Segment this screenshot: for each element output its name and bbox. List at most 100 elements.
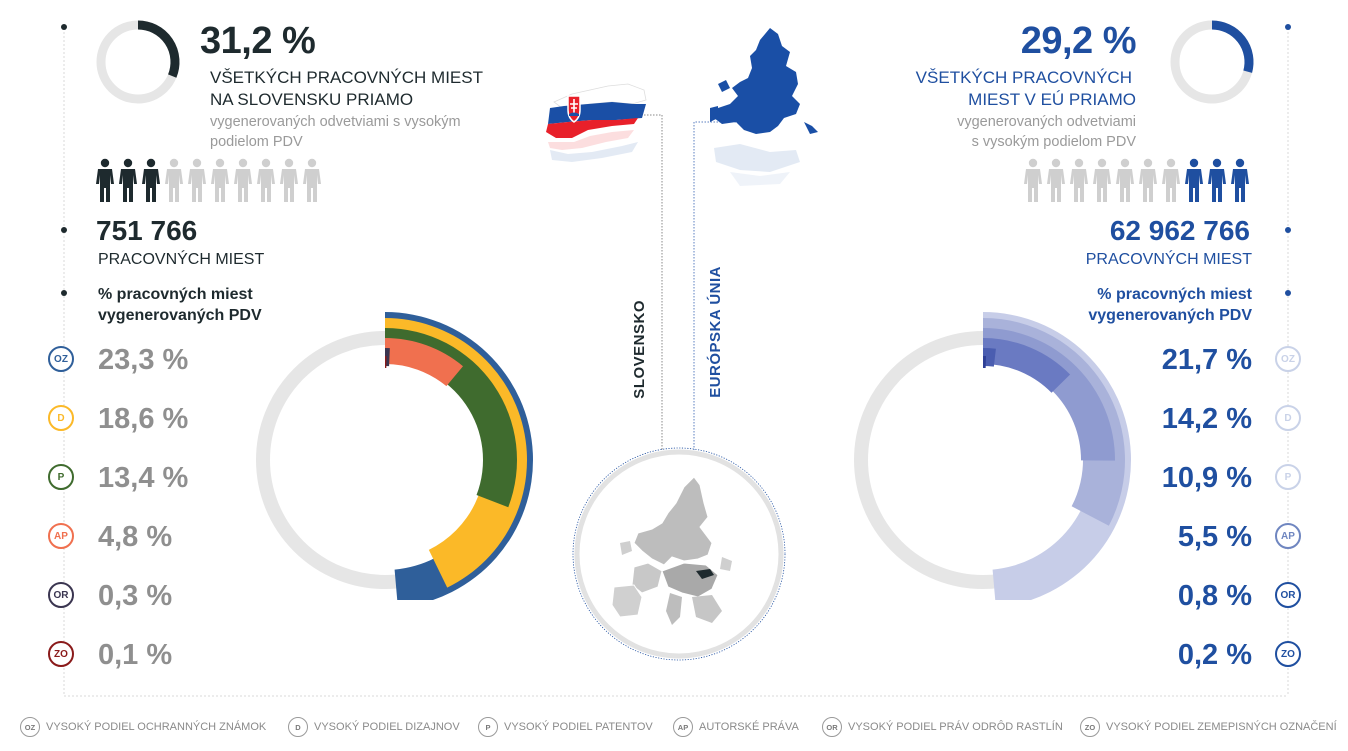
person-icon — [303, 158, 321, 202]
legend-label: VYSOKÝ PODIEL DIZAJNOV — [314, 721, 460, 733]
category-badge-p: P — [48, 464, 74, 490]
right-share-sub1: vygenerovaných odvetviami — [957, 114, 1136, 130]
radial-segment-ap — [385, 338, 464, 387]
category-value-zo: 0,1 % — [98, 639, 173, 671]
right-share-donut — [1170, 20, 1254, 104]
right-share-line1: VŠETKÝCH PRACOVNÝCH — [915, 68, 1132, 87]
eu-label: EURÓPSKA ÚNIA — [707, 266, 724, 398]
category-badge-p: P — [1275, 464, 1301, 490]
person-icon — [211, 158, 229, 202]
category-badge-d: D — [48, 405, 74, 431]
person-icon — [142, 158, 160, 202]
bullet-dot — [1285, 290, 1291, 296]
category-value-ap: 4,8 % — [98, 521, 173, 553]
legend-badge: D — [288, 717, 308, 737]
person-icon — [1093, 158, 1111, 202]
left-share-sub2: podielom PDV — [210, 134, 303, 150]
legend-item-oz: OZ VYSOKÝ PODIEL OCHRANNÝCH ZNÁMOK — [20, 717, 266, 737]
right-people-icons — [1022, 158, 1251, 202]
person-icon — [280, 158, 298, 202]
category-badge-or: OR — [1275, 582, 1301, 608]
person-icon — [188, 158, 206, 202]
person-icon — [1208, 158, 1226, 202]
radial-segment-zo — [983, 356, 987, 369]
legend-item-d: D VYSOKÝ PODIEL DIZAJNOV — [288, 717, 460, 737]
category-value-or: 0,3 % — [98, 580, 173, 612]
left-share-line1: VŠETKÝCH PRACOVNÝCH MIEST — [210, 68, 483, 87]
category-badge-or: OR — [48, 582, 74, 608]
bullet-dot — [1285, 227, 1291, 233]
category-value-p: 10,9 % — [1161, 462, 1252, 494]
right-jobs-number: 62 962 766 — [1109, 215, 1250, 246]
category-value-d: 14,2 % — [1161, 403, 1252, 435]
legend-label: VYSOKÝ PODIEL PRÁV ODRÔD RASTLÍN — [848, 721, 1063, 733]
left-jobs-unit: PRACOVNÝCH MIEST — [98, 251, 265, 268]
legend-badge: AP — [673, 717, 693, 737]
radial-segment-or — [983, 348, 996, 367]
person-icon — [1047, 158, 1065, 202]
legend-item-p: P VYSOKÝ PODIEL PATENTOV — [478, 717, 653, 737]
bullet-dot — [61, 24, 67, 30]
bullet-dot — [61, 290, 67, 296]
person-icon — [1024, 158, 1042, 202]
category-badge-zo: ZO — [1275, 641, 1301, 667]
person-icon — [1231, 158, 1249, 202]
category-badge-oz: OZ — [1275, 346, 1301, 372]
left-pct-heading2: vygenerovaných PDV — [98, 307, 262, 324]
person-icon — [119, 158, 137, 202]
slovakia-map — [546, 83, 647, 162]
legend-badge: ZO — [1080, 717, 1100, 737]
right-pct-heading2: vygenerovaných PDV — [1088, 307, 1252, 324]
person-icon — [1070, 158, 1088, 202]
category-badge-d: D — [1275, 405, 1301, 431]
radial-segment-d — [983, 318, 1125, 526]
radial-segment-zo — [385, 356, 387, 369]
person-icon — [1139, 158, 1157, 202]
legend-label: VYSOKÝ PODIEL ZEMEPISNÝCH OZNAČENÍ — [1106, 721, 1337, 733]
eu-map — [710, 28, 818, 186]
europe-locator-map — [572, 447, 786, 661]
left-radial-chart — [256, 312, 533, 600]
right-radial-chart — [854, 312, 1131, 600]
left-share-line2: NA SLOVENSKU PRIAMO — [210, 90, 414, 109]
person-icon — [234, 158, 252, 202]
legend-item-or: OR VYSOKÝ PODIEL PRÁV ODRÔD RASTLÍN — [822, 717, 1063, 737]
bullet-dot — [61, 227, 67, 233]
left-pct-heading1: % pracovných miest — [98, 286, 253, 303]
category-value-ap: 5,5 % — [1177, 521, 1252, 553]
person-icon — [1116, 158, 1134, 202]
left-share-pct: 31,2 % — [200, 20, 316, 62]
legend-item-zo: ZO VYSOKÝ PODIEL ZEMEPISNÝCH OZNAČENÍ — [1080, 717, 1337, 737]
person-icon — [257, 158, 275, 202]
category-badge-oz: OZ — [48, 346, 74, 372]
category-value-or: 0,8 % — [1177, 580, 1252, 612]
category-value-d: 18,6 % — [98, 403, 189, 435]
legend-label: AUTORSKÉ PRÁVA — [699, 721, 799, 733]
right-pct-heading1: % pracovných miest — [1097, 286, 1252, 303]
person-icon — [1162, 158, 1180, 202]
right-share-line2: MIEST V EÚ PRIAMO — [968, 90, 1136, 109]
legend-label: VYSOKÝ PODIEL PATENTOV — [504, 721, 653, 733]
category-badge-zo: ZO — [48, 641, 74, 667]
legend-label: VYSOKÝ PODIEL OCHRANNÝCH ZNÁMOK — [46, 721, 267, 733]
category-badge-ap: AP — [1275, 523, 1301, 549]
right-share-pct: 29,2 % — [1020, 20, 1137, 62]
person-icon — [1185, 158, 1203, 202]
right-share-sub2: s vysokým podielom PDV — [971, 134, 1136, 150]
radial-segment-ap — [983, 338, 1071, 393]
person-icon — [96, 158, 114, 202]
left-jobs-number: 751 766 — [96, 215, 198, 246]
legend-badge: OZ — [20, 717, 40, 737]
left-share-sub1: vygenerovaných odvetviami s vysokým — [210, 114, 461, 130]
legend-badge: P — [478, 717, 498, 737]
right-jobs-unit: PRACOVNÝCH MIEST — [1085, 251, 1252, 268]
left-people-icons — [94, 158, 323, 202]
bullet-dot — [1285, 24, 1291, 30]
category-value-p: 13,4 % — [98, 462, 189, 494]
legend-badge: OR — [822, 717, 842, 737]
left-share-donut — [96, 20, 180, 104]
radial-segment-p — [385, 328, 517, 508]
category-value-zo: 0,2 % — [1177, 639, 1252, 671]
slovensko-label: SLOVENSKO — [631, 300, 648, 399]
category-badge-ap: AP — [48, 523, 74, 549]
